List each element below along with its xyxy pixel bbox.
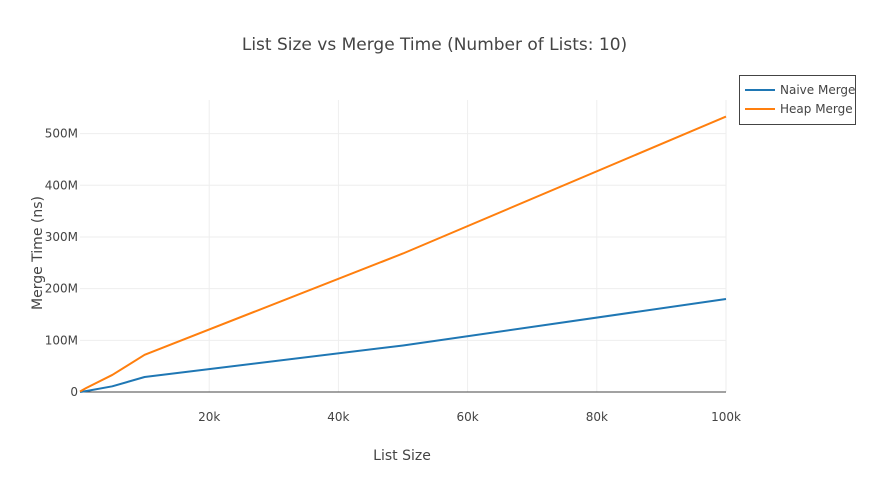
series-line-0 [79,297,727,393]
legend[interactable]: Naive Merge Heap Merge [739,75,856,125]
legend-box [739,75,856,125]
x-axis-title: List Size [373,448,431,464]
x-axis-ticks: 20k 40k 60k 80k 100k [198,410,741,424]
x-tick-label: 20k [198,410,220,424]
series-lines [79,115,727,393]
y-axis-ticks: 0 100M 200M 300M 400M 500M [45,127,78,399]
x-tick-label: 60k [456,410,478,424]
y-tick-label: 200M [45,282,78,296]
y-tick-label: 100M [45,333,78,347]
y-tick-label: 300M [45,230,78,244]
y-tick-label: 400M [45,178,78,192]
y-tick-label: 500M [45,127,78,141]
chart-title: List Size vs Merge Time (Number of Lists… [242,35,627,55]
legend-item-label[interactable]: Naive Merge [780,83,855,97]
series-line-1 [79,115,727,393]
y-axis-title: Merge Time (ns) [30,196,46,310]
x-tick-label: 100k [711,410,741,424]
y-tick-label: 0 [70,385,78,399]
x-tick-label: 40k [327,410,349,424]
x-tick-label: 80k [586,410,608,424]
legend-item-label[interactable]: Heap Merge [780,102,853,116]
grid [80,100,727,392]
